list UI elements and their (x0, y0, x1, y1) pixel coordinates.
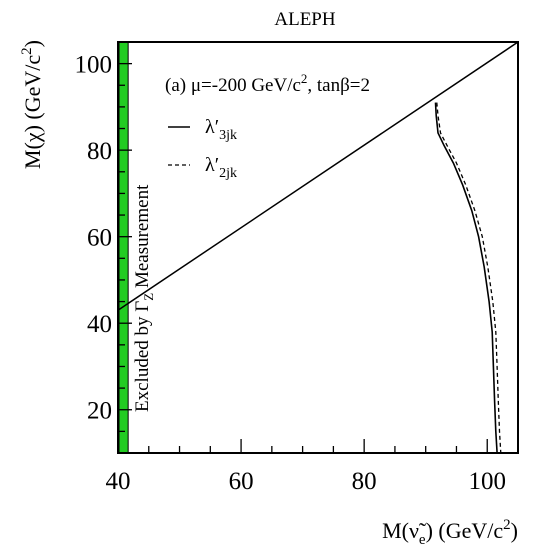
excluded-band (118, 41, 129, 454)
y-tick-label: 60 (87, 225, 112, 252)
x-tick-label: 40 (106, 468, 131, 495)
kinematic-limit-line (117, 41, 519, 311)
series-layer (434, 102, 502, 454)
chart-title: ALEPH (274, 9, 336, 30)
x-tick-label: 60 (229, 468, 254, 495)
annotation-text: (a) μ=-200 GeV/c2, tanβ=2 (165, 71, 370, 96)
y-tick-label: 100 (75, 52, 113, 79)
series-line-3jk (434, 102, 498, 454)
excluded-band-label: Excluded by ΓZ Measurement (132, 184, 156, 412)
y-tick-label: 40 (87, 311, 112, 338)
legend-entry-3jk: λ′3jk (205, 116, 237, 143)
y-tick-label: 20 (87, 398, 112, 425)
plot-frame (117, 41, 519, 454)
axis-ticks: 40 60 80 100 20 40 60 80 100 (75, 41, 519, 495)
legend: λ′3jk λ′2jk (168, 116, 237, 181)
plot-area: 40 60 80 100 20 40 60 80 100 (75, 41, 519, 495)
y-axis-label: M(χ) (GeV/c2) (19, 40, 45, 169)
x-tick-label: 80 (352, 468, 377, 495)
y-tick-label: 80 (87, 138, 112, 165)
x-axis-label: M(ν̃e) (GeV/c2) (382, 517, 518, 548)
x-tick-label: 100 (468, 468, 506, 495)
series-line-2jk (436, 102, 502, 454)
legend-entry-2jk: λ′2jk (205, 154, 237, 181)
